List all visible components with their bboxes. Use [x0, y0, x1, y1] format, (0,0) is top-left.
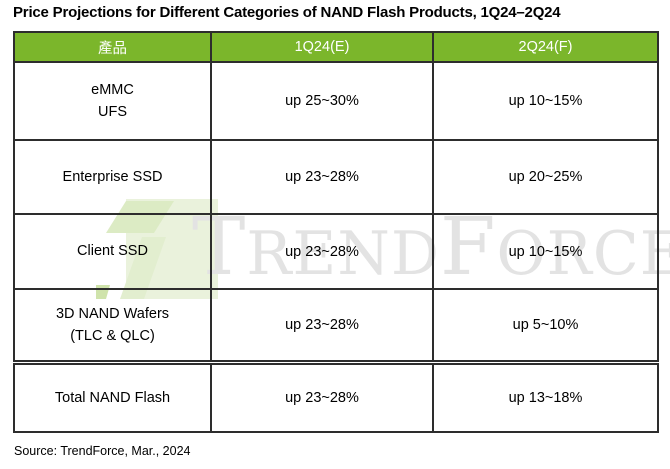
q2-cell: up 5~10%	[432, 288, 659, 364]
q2-cell: up 10~15%	[432, 61, 659, 141]
product-cell: 3D NAND Wafers (TLC & QLC)	[13, 288, 212, 364]
q1-cell: up 23~28%	[210, 360, 434, 433]
header-cell-2q24: 2Q24(F)	[432, 31, 659, 63]
price-projection-table: 產品 1Q24(E) 2Q24(F) eMMC UFS up 25~30% up…	[13, 31, 659, 433]
table-row: eMMC UFS up 25~30% up 10~15%	[13, 61, 659, 141]
product-cell: Enterprise SSD	[13, 139, 212, 215]
q2-cell: up 13~18%	[432, 360, 659, 433]
product-cell: eMMC UFS	[13, 61, 212, 141]
q1-cell: up 23~28%	[210, 288, 434, 364]
table-row: Enterprise SSD up 23~28% up 20~25%	[13, 139, 659, 215]
q1-cell: up 23~28%	[210, 139, 434, 215]
source-note: Source: TrendForce, Mar., 2024	[14, 444, 191, 458]
q2-cell: up 10~15%	[432, 213, 659, 290]
q1-cell: up 23~28%	[210, 213, 434, 290]
table-header-row: 產品 1Q24(E) 2Q24(F)	[13, 31, 659, 63]
product-cell: Total NAND Flash	[13, 360, 212, 433]
table-row: Total NAND Flash up 23~28% up 13~18%	[13, 360, 659, 433]
table-row: Client SSD up 23~28% up 10~15%	[13, 213, 659, 290]
page-title: Price Projections for Different Categori…	[13, 4, 561, 21]
table-row: 3D NAND Wafers (TLC & QLC) up 23~28% up …	[13, 288, 659, 364]
q1-cell: up 25~30%	[210, 61, 434, 141]
q2-cell: up 20~25%	[432, 139, 659, 215]
header-cell-1q24: 1Q24(E)	[210, 31, 434, 63]
header-cell-product: 產品	[13, 31, 212, 63]
product-cell: Client SSD	[13, 213, 212, 290]
